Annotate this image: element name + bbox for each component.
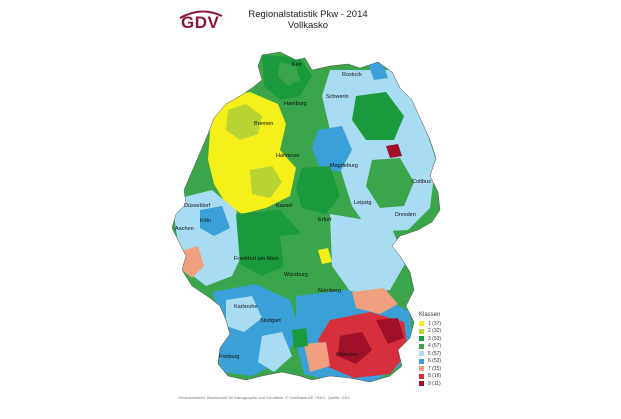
legend-label: 3 (53) bbox=[428, 335, 442, 342]
legend-swatch bbox=[419, 343, 424, 349]
legend-item: 7 (15) bbox=[419, 365, 441, 373]
city-label-frankfurt: Frankfurt am Main bbox=[234, 256, 279, 262]
legend-swatch bbox=[419, 351, 424, 357]
legend-label: 1 (37) bbox=[428, 320, 442, 327]
city-label-cottbus: Cottbus bbox=[412, 179, 431, 185]
gdv-logo-arc bbox=[179, 10, 223, 19]
map-title-line2: Vollkasko bbox=[287, 20, 329, 31]
city-label-aachen: Aachen bbox=[175, 226, 194, 232]
legend-item: 5 (57) bbox=[419, 350, 441, 358]
legend-label: 5 (57) bbox=[428, 350, 442, 357]
city-label-stuttgart: Stuttgart bbox=[260, 318, 281, 324]
city-label-nuernberg: Nürnberg bbox=[318, 288, 341, 294]
legend-title: Klassen bbox=[419, 312, 441, 318]
city-label-rostock: Rostock bbox=[342, 72, 362, 78]
legend-swatch bbox=[419, 321, 424, 327]
legend: Klassen 1 (37) 2 (32) 3 (53) 4 (57) 5 (57) 6 … bbox=[419, 312, 441, 388]
city-label-wuerzburg: Würzburg bbox=[284, 272, 308, 278]
legend-swatch bbox=[419, 358, 424, 364]
gdv-logo: GDV bbox=[181, 13, 220, 32]
legend-label: 6 (53) bbox=[428, 358, 442, 365]
map-title-line1: Regionalstatistik Pkw - 2014 bbox=[248, 9, 368, 20]
legend-item: 2 (32) bbox=[419, 328, 441, 336]
city-label-dresden: Dresden bbox=[395, 212, 416, 218]
legend-item: 6 (53) bbox=[419, 358, 441, 366]
legend-rows: 1 (37) 2 (32) 3 (53) 4 (57) 5 (57) 6 (53) 7 (1… bbox=[419, 320, 441, 388]
city-label-karlsruhe: Karlsruhe bbox=[234, 304, 258, 310]
legend-label: 9 (11) bbox=[428, 380, 441, 387]
city-label-kassel: Kassel bbox=[276, 203, 293, 209]
legend-label: 4 (57) bbox=[428, 343, 442, 350]
legend-swatch bbox=[419, 381, 424, 387]
city-label-koeln: Köln bbox=[200, 218, 212, 224]
legend-item: 1 (37) bbox=[419, 320, 441, 328]
city-label-magdeburg: Magdeburg bbox=[330, 163, 358, 169]
legend-label: 8 (16) bbox=[428, 373, 442, 380]
legend-swatch bbox=[419, 366, 424, 372]
legend-label: 2 (32) bbox=[428, 328, 442, 335]
legend-swatch bbox=[419, 328, 424, 334]
legend-swatch bbox=[419, 373, 424, 379]
city-label-muenchen: München bbox=[336, 352, 359, 358]
city-label-hannover: Hannover bbox=[276, 153, 300, 159]
footnote: Geobasisdaten: Bundesamt für Kartographi… bbox=[178, 395, 351, 400]
legend-item: 8 (16) bbox=[419, 373, 441, 381]
city-label-freiburg: Freiburg bbox=[219, 354, 240, 360]
city-label-leipzig: Leipzig bbox=[354, 200, 372, 206]
city-label-schwerin: Schwerin bbox=[326, 94, 349, 100]
city-label-duesseldorf: Düsseldorf bbox=[184, 203, 211, 209]
legend-item: 3 (53) bbox=[419, 335, 441, 343]
legend-item: 4 (57) bbox=[419, 343, 441, 351]
city-label-hamburg: Hamburg bbox=[284, 101, 307, 107]
city-label-bremen: Bremen bbox=[254, 121, 274, 127]
map-title: Regionalstatistik Pkw - 2014 Vollkasko bbox=[248, 9, 368, 31]
legend-swatch bbox=[419, 336, 424, 342]
city-label-kiel: Kiel bbox=[292, 62, 302, 68]
city-label-erfurt: Erfurt bbox=[318, 217, 332, 223]
legend-item: 9 (11) bbox=[419, 380, 441, 388]
legend-label: 7 (15) bbox=[428, 365, 442, 372]
